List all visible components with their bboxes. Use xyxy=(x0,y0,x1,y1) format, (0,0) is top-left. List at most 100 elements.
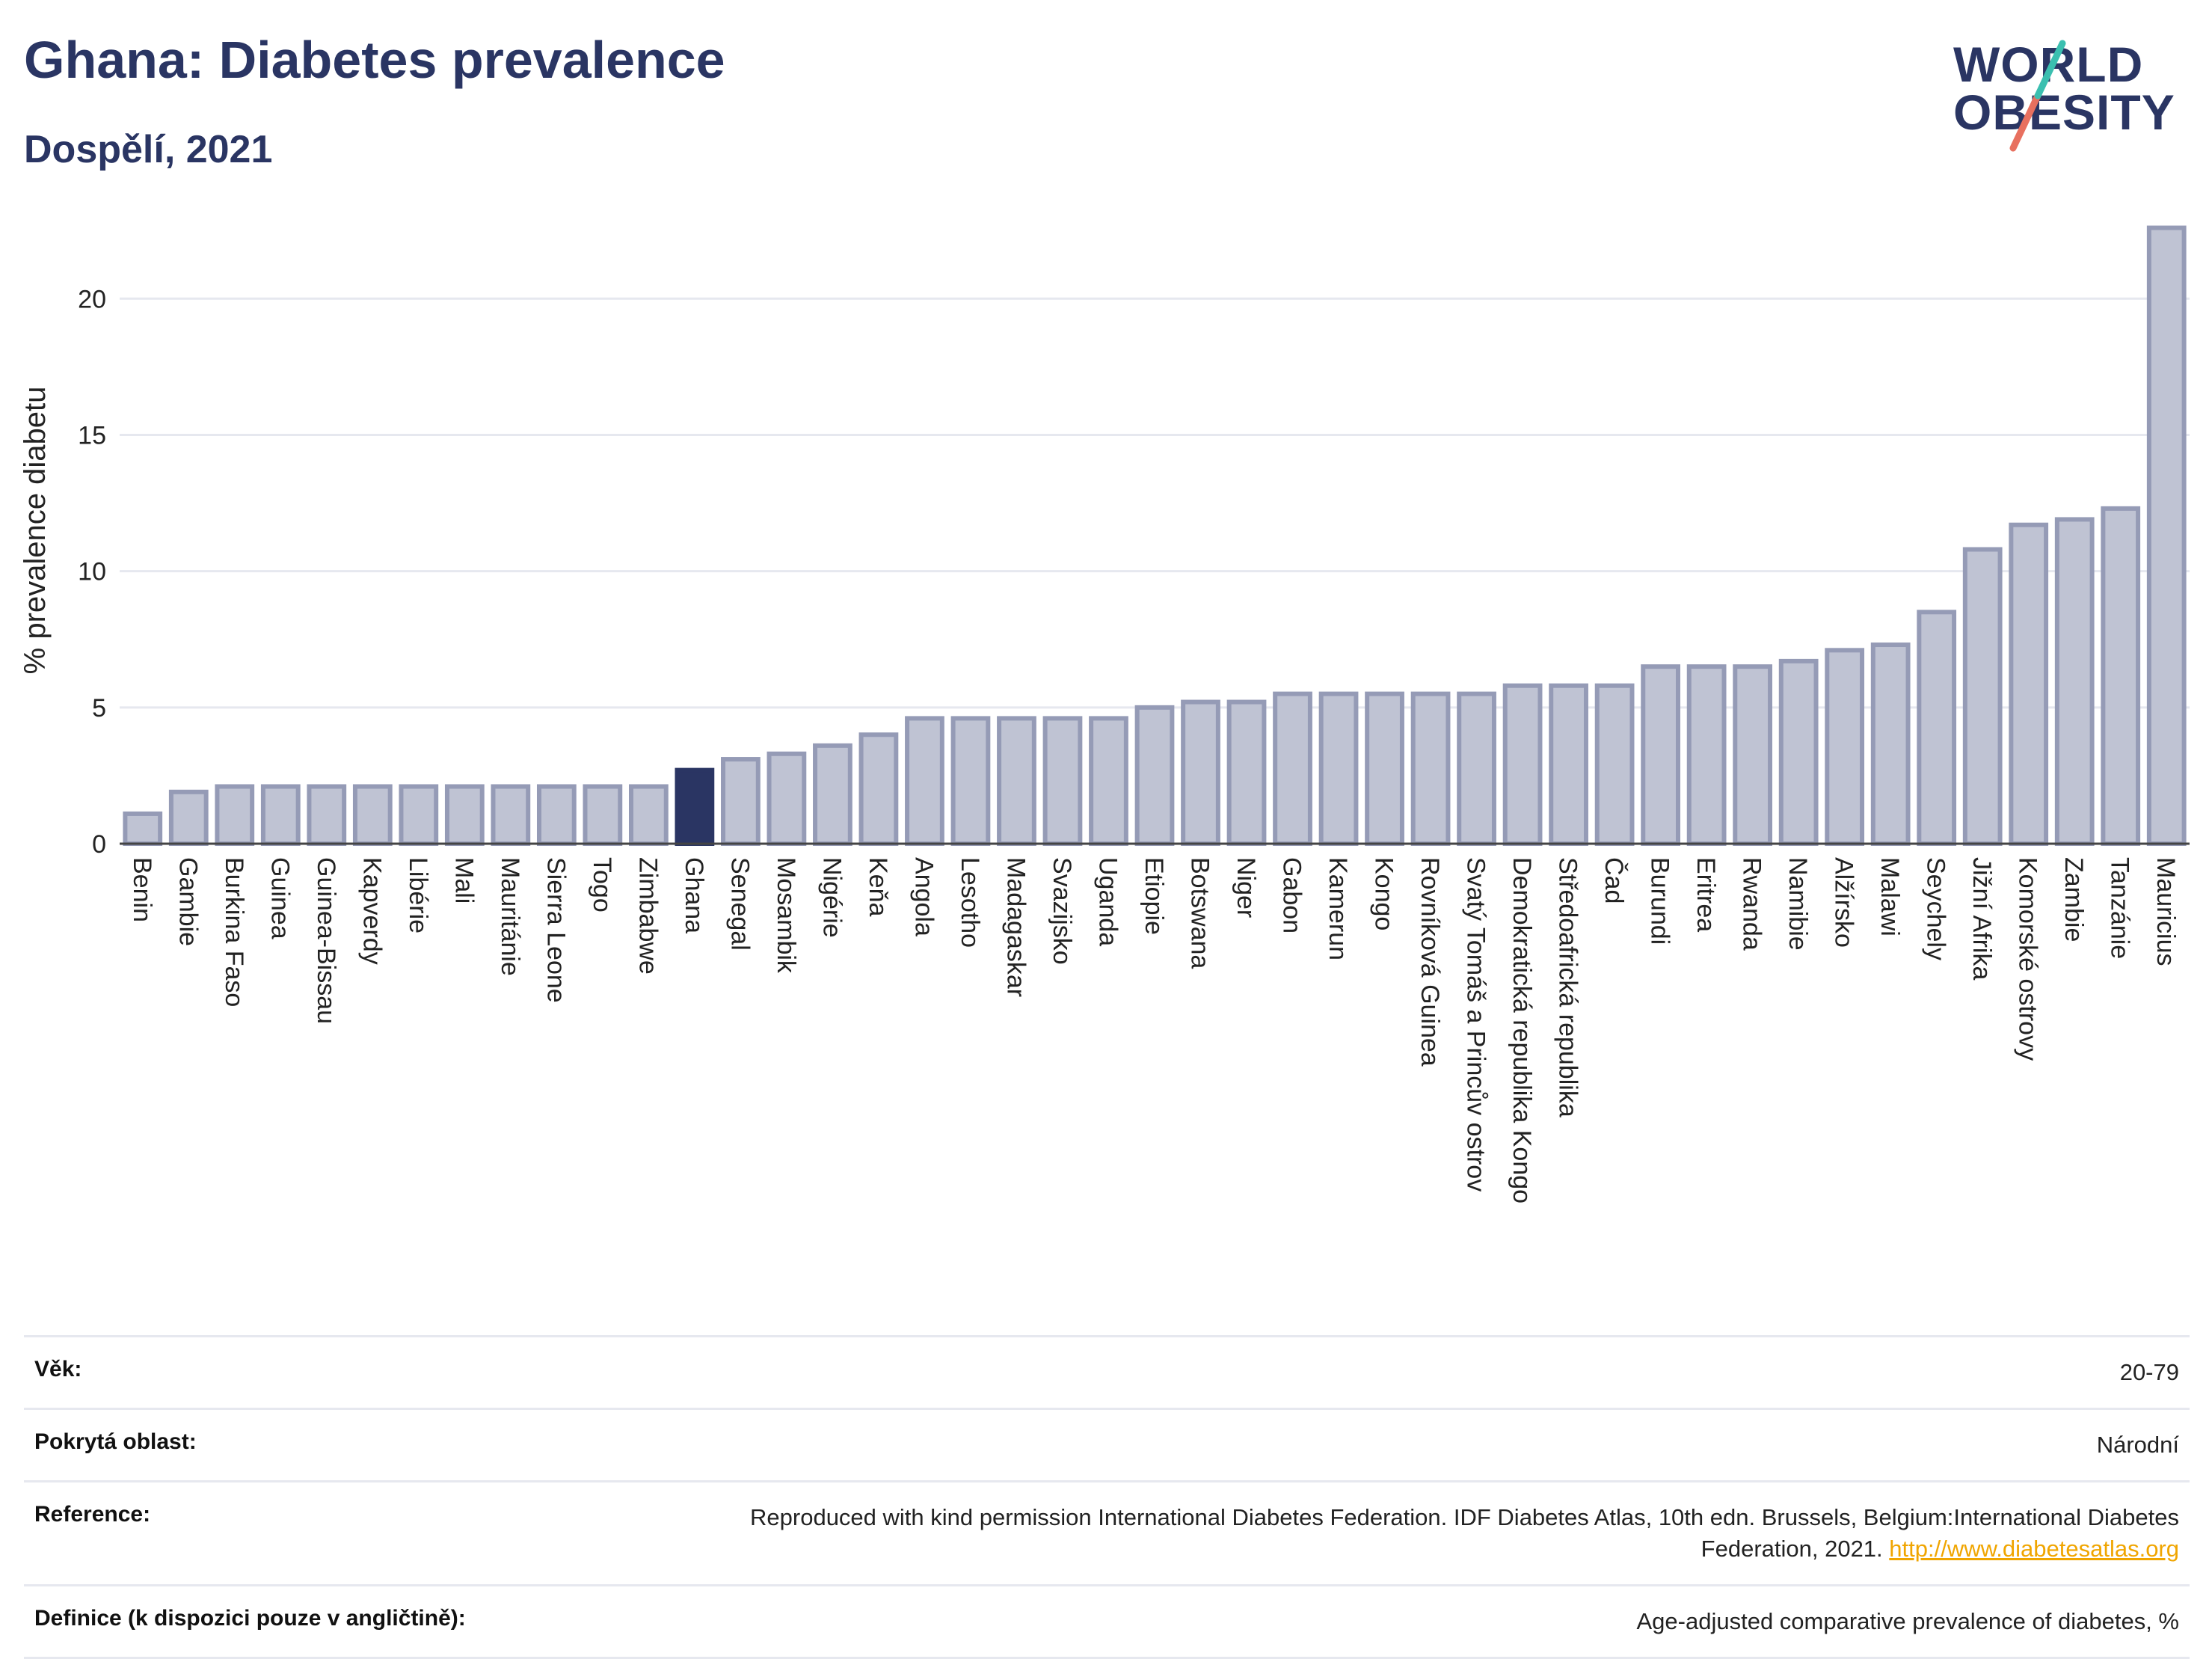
bar xyxy=(629,784,669,846)
bar xyxy=(1365,691,1404,847)
meta-label: Definice (k dispozici pouze v angličtině… xyxy=(34,1606,466,1631)
y-tick-label: 15 xyxy=(78,421,106,450)
x-tick-label: Svatý Tomáš a Princův ostrov xyxy=(1462,857,1490,1192)
bar xyxy=(1594,683,1635,847)
y-tick-label: 20 xyxy=(78,285,106,313)
x-tick-label: Benin xyxy=(128,857,156,922)
bar xyxy=(1641,664,1680,846)
bar xyxy=(997,716,1036,847)
x-tick-label: Libérie xyxy=(404,857,432,933)
x-tick-label: Jižní Afrika xyxy=(1967,857,1996,980)
bar xyxy=(1410,691,1451,847)
meta-value-reference: Reproduced with kind permission Internat… xyxy=(678,1502,2179,1565)
x-tick-label: Zimbabwe xyxy=(633,857,662,975)
x-tick-label: Angola xyxy=(909,857,938,936)
bar xyxy=(491,784,531,846)
bar xyxy=(1134,705,1175,847)
bar xyxy=(1870,643,1911,846)
meta-row-coverage: Pokrytá oblast: Národní xyxy=(24,1408,2190,1480)
bar xyxy=(352,784,393,846)
bar xyxy=(1686,664,1727,846)
x-tick-label: Togo xyxy=(588,857,616,913)
bar xyxy=(721,757,761,847)
meta-row-reference: Reference: Reproduced with kind permissi… xyxy=(24,1480,2190,1584)
bar-chart: 0 5 10 15 20 % prevalence diabetu Benin Gambie B… xyxy=(19,225,2190,1203)
meta-value: 20-79 xyxy=(2119,1359,2179,1385)
y-axis-label: % prevalence diabetu xyxy=(19,387,52,675)
bar xyxy=(1226,699,1267,846)
bar xyxy=(168,789,209,847)
meta-row-definition: Definice (k dispozici pouze v angličtině… xyxy=(24,1584,2190,1659)
meta-value: Age-adjusted comparative prevalence of d… xyxy=(1636,1608,2180,1634)
bar xyxy=(536,784,577,846)
logo-slash-icon xyxy=(2009,40,2066,152)
bar xyxy=(1457,691,1496,847)
bar xyxy=(766,751,807,846)
x-tick-label: Senegal xyxy=(725,857,754,951)
bar xyxy=(307,784,347,846)
x-tick-label: Madagaskar xyxy=(1001,857,1030,997)
x-tick-label: Keňa xyxy=(864,857,892,916)
logo-line1: WORLD xyxy=(1953,37,2144,92)
logo-line2: OBESITY xyxy=(1953,85,2175,140)
bar xyxy=(1917,610,1957,846)
x-tick-label: Rovníková Guinea xyxy=(1416,857,1444,1067)
x-tick-label: Ghana xyxy=(680,857,708,933)
x-tick-label: Guinea-Bissau xyxy=(312,857,340,1024)
x-tick-label: Mali xyxy=(449,857,478,904)
bar xyxy=(1733,664,1773,846)
chart-title: Ghana: Diabetes prevalence xyxy=(24,31,725,89)
chart-subtitle: Dospělí, 2021 xyxy=(24,128,273,171)
bar xyxy=(1962,547,2003,846)
meta-row-age: Věk: 20-79 xyxy=(24,1335,2190,1408)
world-obesity-logo: WORLD OBESITY xyxy=(1944,36,2199,163)
x-tick-label: Rwanda xyxy=(1738,857,1766,951)
bar xyxy=(1502,683,1543,847)
x-tick-label: Tanzánie xyxy=(2106,857,2134,959)
x-tick-label: Alžírsko xyxy=(1830,857,1858,948)
bar xyxy=(2054,517,2095,846)
x-tick-label: Kongo xyxy=(1370,857,1398,930)
bar xyxy=(675,767,715,847)
x-tick-label: Sierra Leone xyxy=(541,857,570,1003)
bar xyxy=(260,784,301,846)
x-tick-label: Čad xyxy=(1600,857,1628,904)
bar xyxy=(123,811,163,847)
x-tick-label: Guinea xyxy=(265,857,294,939)
y-tick-label: 10 xyxy=(78,558,106,586)
x-tick-label: Mauricius xyxy=(2151,857,2180,966)
bar xyxy=(1778,658,1819,846)
x-tick-label: Středoafrická republika xyxy=(1554,857,1582,1117)
x-tick-label: Kapverdy xyxy=(357,857,386,965)
bar xyxy=(1181,699,1220,846)
x-tick-label: Svazijsko xyxy=(1048,857,1076,965)
x-tick-label: Niger xyxy=(1232,857,1260,918)
x-tick-label: Mauritánie xyxy=(496,857,524,976)
x-tick-label: Seychely xyxy=(1922,857,1950,960)
bar xyxy=(813,743,852,846)
x-tick-label: Zambie xyxy=(2059,857,2088,942)
bar xyxy=(399,784,439,846)
x-tick-label: Burundi xyxy=(1646,857,1674,945)
reference-link[interactable]: http://www.diabetesatlas.org xyxy=(1889,1536,2179,1562)
x-tick-label: Botswana xyxy=(1186,857,1214,969)
bar xyxy=(1549,683,1588,847)
bar xyxy=(858,732,899,846)
x-tick-label: Lesotho xyxy=(956,857,984,948)
reference-text: Reproduced with kind permission Internat… xyxy=(750,1504,2179,1562)
x-tick-label: Komorské ostrovy xyxy=(2014,857,2042,1061)
x-tick-label: Burkina Faso xyxy=(220,857,248,1007)
bar xyxy=(2009,522,2049,846)
y-tick-label: 0 xyxy=(92,830,106,859)
x-tick-label: Demokratická republika Kongo xyxy=(1508,857,1536,1203)
x-tick-label: Eritrea xyxy=(1692,857,1720,932)
x-tick-label: Gambie xyxy=(173,857,202,946)
y-tick-label: 5 xyxy=(92,694,106,723)
meta-label: Věk: xyxy=(34,1357,82,1382)
bar xyxy=(1825,648,1865,846)
bar xyxy=(1042,716,1083,847)
x-tick-label: Nigérie xyxy=(817,857,846,938)
bar xyxy=(583,784,623,846)
x-tick-label: Kamerun xyxy=(1324,857,1352,960)
meta-label: Reference: xyxy=(34,1502,151,1527)
